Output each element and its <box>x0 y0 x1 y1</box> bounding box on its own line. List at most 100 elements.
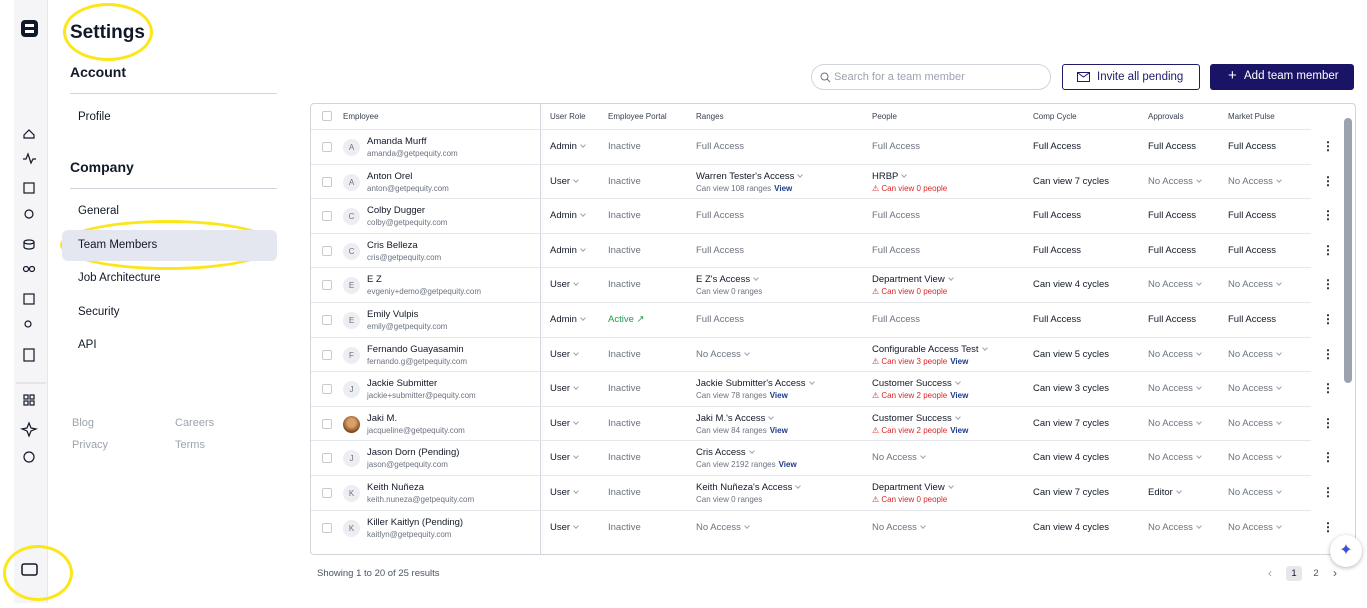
ai-assistant-button[interactable]: ✦ <box>1330 535 1362 567</box>
cell-value[interactable]: Customer Success <box>872 378 968 389</box>
view-link[interactable]: View <box>774 183 793 193</box>
view-link[interactable]: View <box>769 391 788 401</box>
page-button[interactable]: 2 <box>1313 568 1319 579</box>
add-button[interactable]: + Add team member <box>1210 64 1354 90</box>
cell: No Access <box>1148 522 1201 533</box>
footer-link[interactable]: Privacy <box>72 439 109 451</box>
cell-value[interactable]: No Access <box>872 522 925 533</box>
user-role[interactable]: Admin <box>550 245 585 256</box>
user-role[interactable]: User <box>550 452 578 463</box>
nav-item[interactable]: Profile <box>78 111 111 123</box>
row-menu[interactable]: ⋮ <box>1322 485 1334 499</box>
row-menu[interactable]: ⋮ <box>1322 242 1334 257</box>
cell-value[interactable]: No Access <box>1148 418 1201 429</box>
cell-value[interactable]: No Access <box>696 349 749 360</box>
cell-value[interactable]: Keith Nuñeza's Access <box>696 482 800 493</box>
cell-value[interactable]: Warren Tester's Access <box>696 171 802 182</box>
column-header: Ranges <box>696 112 724 121</box>
cell-value[interactable]: No Access <box>1148 349 1201 360</box>
row-checkbox[interactable] <box>322 349 332 360</box>
cell-value[interactable]: Editor <box>1148 487 1181 498</box>
cell-value[interactable]: Configurable Access Test <box>872 344 987 355</box>
employee-name: Jaki M. <box>367 412 398 424</box>
row-checkbox[interactable] <box>322 488 332 498</box>
cell-value[interactable]: Jaki M.'s Access <box>696 413 788 424</box>
row-menu[interactable]: ⋮ <box>1322 346 1334 361</box>
row-checkbox[interactable] <box>322 142 332 152</box>
cell-value[interactable]: No Access <box>1228 349 1281 360</box>
invite-button[interactable]: Invite all pending <box>1062 64 1200 90</box>
row-menu[interactable]: ⋮ <box>1322 519 1334 534</box>
row-menu[interactable]: ⋮ <box>1322 208 1334 223</box>
cell-value[interactable]: No Access <box>1228 452 1281 463</box>
view-link[interactable]: View <box>769 425 788 435</box>
user-role[interactable]: Admin <box>550 210 585 221</box>
detail-text: Can view 0 ranges <box>696 495 763 504</box>
cell-value[interactable]: Customer Success <box>872 413 968 424</box>
footer-link[interactable]: Terms <box>175 439 205 451</box>
next-page[interactable]: › <box>1333 566 1337 580</box>
column-header: Market Pulse <box>1228 112 1275 121</box>
user-role[interactable]: User <box>550 279 578 290</box>
cell-value[interactable]: No Access <box>1228 487 1281 498</box>
cell-value[interactable]: No Access <box>1148 176 1201 187</box>
cell-value[interactable]: No Access <box>1148 383 1201 394</box>
user-role[interactable]: User <box>550 522 578 533</box>
cell-value[interactable]: No Access <box>1148 452 1201 463</box>
row-checkbox[interactable] <box>322 384 332 395</box>
cell-value[interactable]: No Access <box>1228 176 1281 187</box>
cell: No Access <box>1148 279 1201 290</box>
row-checkbox[interactable] <box>322 280 332 291</box>
row-checkbox[interactable] <box>322 522 332 533</box>
user-role[interactable]: User <box>550 349 578 360</box>
cell-value[interactable]: HRBP <box>872 171 947 182</box>
user-role[interactable]: User <box>550 176 578 187</box>
nav-item[interactable]: Team Members <box>62 229 277 261</box>
footer-link[interactable]: Blog <box>72 417 95 429</box>
row-menu[interactable]: ⋮ <box>1322 381 1334 396</box>
row-checkbox[interactable] <box>322 211 332 222</box>
user-role[interactable]: Admin <box>550 141 585 152</box>
row-menu[interactable]: ⋮ <box>1322 450 1334 465</box>
user-role[interactable]: User <box>550 487 578 498</box>
cell-value[interactable]: No Access <box>696 522 749 533</box>
cell-value[interactable]: Department View <box>872 274 953 285</box>
row-checkbox[interactable] <box>322 453 332 464</box>
row-menu[interactable]: ⋮ <box>1322 277 1334 292</box>
cell-value[interactable]: Jackie Submitter's Access <box>696 378 814 389</box>
user-role[interactable]: User <box>550 418 578 429</box>
prev-page[interactable]: ‹ <box>1268 566 1272 580</box>
view-link[interactable]: View <box>950 391 969 401</box>
user-role[interactable]: Admin <box>550 314 585 325</box>
cell-value[interactable]: No Access <box>1228 279 1281 290</box>
view-link[interactable]: View <box>950 356 969 366</box>
cell-value[interactable]: Department View <box>872 482 953 493</box>
footer-link[interactable]: Careers <box>175 417 215 429</box>
page-button[interactable]: 1 <box>1286 566 1302 581</box>
row-checkbox[interactable] <box>322 176 332 187</box>
cell-value[interactable]: No Access <box>1148 522 1201 533</box>
cell-value[interactable]: No Access <box>872 452 925 463</box>
row-menu[interactable]: ⋮ <box>1322 139 1334 153</box>
user-role[interactable]: User <box>550 383 578 394</box>
cell-value[interactable]: No Access <box>1228 522 1281 533</box>
row-menu[interactable]: ⋮ <box>1322 415 1334 430</box>
cell-value[interactable]: Cris Access <box>696 447 797 458</box>
employee-email: kaitlyn@getpequity.com <box>367 529 452 539</box>
nav-item[interactable]: General <box>78 205 119 217</box>
cell-value[interactable]: E Z's Access <box>696 274 762 285</box>
cell-value[interactable]: No Access <box>1148 279 1201 290</box>
nav-item[interactable]: Security <box>78 305 120 318</box>
cell-value[interactable]: No Access <box>1228 418 1281 429</box>
row-checkbox[interactable] <box>322 315 332 325</box>
row-menu[interactable]: ⋮ <box>1322 312 1334 326</box>
row-checkbox[interactable] <box>322 418 332 429</box>
view-link[interactable]: View <box>778 460 797 470</box>
cell-value[interactable]: No Access <box>1228 383 1281 394</box>
nav-item[interactable]: API <box>78 339 97 351</box>
view-link[interactable]: View <box>950 425 969 435</box>
search-input[interactable]: Search for a team member <box>811 64 1051 90</box>
row-checkbox[interactable] <box>322 245 332 256</box>
row-menu[interactable]: ⋮ <box>1322 173 1334 188</box>
nav-item[interactable]: Job Architecture <box>78 272 161 284</box>
